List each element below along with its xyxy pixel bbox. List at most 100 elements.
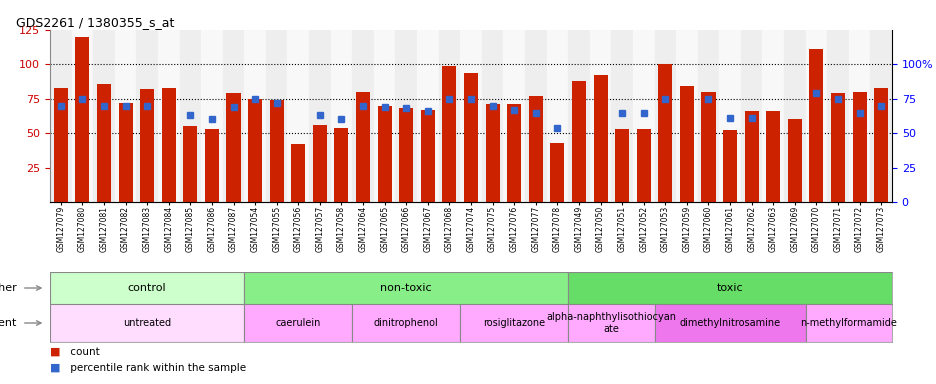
Bar: [589, 30, 610, 202]
Bar: [614, 129, 628, 202]
Bar: [140, 89, 154, 202]
Bar: [676, 30, 697, 202]
Bar: [352, 30, 373, 202]
Text: non-toxic: non-toxic: [380, 283, 431, 293]
Bar: [309, 30, 330, 202]
Bar: [503, 30, 524, 202]
Bar: [654, 30, 676, 202]
Text: toxic: toxic: [716, 283, 742, 293]
Bar: [636, 129, 650, 202]
Bar: [201, 30, 223, 202]
Bar: [158, 30, 180, 202]
Bar: [592, 75, 607, 202]
Bar: [610, 30, 632, 202]
Bar: [356, 92, 370, 202]
Bar: [697, 30, 719, 202]
Bar: [248, 99, 262, 202]
Bar: [266, 30, 287, 202]
Bar: [119, 103, 132, 202]
Bar: [528, 96, 542, 202]
Bar: [53, 88, 67, 202]
Bar: [334, 128, 348, 202]
Text: untreated: untreated: [123, 318, 171, 328]
Bar: [830, 93, 844, 202]
Bar: [270, 100, 284, 202]
Bar: [658, 65, 672, 202]
Bar: [420, 110, 434, 202]
Bar: [75, 37, 89, 202]
Bar: [506, 104, 520, 202]
Bar: [96, 84, 110, 202]
Bar: [852, 92, 866, 202]
Bar: [352, 304, 460, 342]
Bar: [463, 73, 477, 202]
Bar: [244, 30, 266, 202]
Text: count: count: [66, 347, 99, 357]
Bar: [805, 30, 826, 202]
Bar: [809, 49, 823, 202]
Bar: [162, 88, 176, 202]
Bar: [399, 108, 413, 202]
Bar: [417, 30, 438, 202]
Bar: [313, 125, 327, 202]
Bar: [787, 119, 801, 202]
Bar: [114, 30, 137, 202]
Bar: [330, 30, 352, 202]
Text: percentile rank within the sample: percentile rank within the sample: [66, 362, 246, 372]
Bar: [438, 30, 460, 202]
Bar: [571, 81, 585, 202]
Bar: [291, 144, 305, 202]
Bar: [373, 30, 395, 202]
Bar: [183, 126, 197, 202]
Bar: [654, 304, 805, 342]
Bar: [848, 30, 870, 202]
Bar: [287, 30, 309, 202]
Text: alpha-naphthylisothiocyan
ate: alpha-naphthylisothiocyan ate: [546, 312, 676, 334]
Bar: [481, 30, 503, 202]
Bar: [485, 104, 499, 202]
Text: ■: ■: [50, 362, 61, 372]
Bar: [524, 30, 546, 202]
Bar: [223, 30, 244, 202]
Text: agent: agent: [0, 318, 17, 328]
Bar: [50, 272, 244, 304]
Bar: [762, 30, 783, 202]
Bar: [205, 129, 219, 202]
Bar: [50, 304, 244, 342]
Text: control: control: [127, 283, 167, 293]
Text: n-methylformamide: n-methylformamide: [799, 318, 897, 328]
Text: ■: ■: [50, 347, 61, 357]
Bar: [244, 272, 567, 304]
Bar: [870, 30, 891, 202]
Bar: [873, 88, 887, 202]
Bar: [460, 304, 567, 342]
Bar: [137, 30, 158, 202]
Bar: [227, 93, 241, 202]
Bar: [567, 304, 654, 342]
Text: dinitrophenol: dinitrophenol: [373, 318, 438, 328]
Text: GDS2261 / 1380355_s_at: GDS2261 / 1380355_s_at: [16, 16, 174, 29]
Text: dimethylnitrosamine: dimethylnitrosamine: [679, 318, 780, 328]
Bar: [549, 143, 563, 202]
Bar: [93, 30, 114, 202]
Bar: [567, 30, 589, 202]
Bar: [395, 30, 417, 202]
Bar: [546, 30, 567, 202]
Bar: [740, 30, 762, 202]
Text: caerulein: caerulein: [275, 318, 321, 328]
Bar: [244, 304, 352, 342]
Bar: [701, 92, 715, 202]
Text: rosiglitazone: rosiglitazone: [483, 318, 545, 328]
Bar: [766, 111, 780, 202]
Bar: [632, 30, 654, 202]
Bar: [567, 272, 891, 304]
Bar: [783, 30, 805, 202]
Text: other: other: [0, 283, 17, 293]
Bar: [826, 30, 848, 202]
Bar: [744, 111, 758, 202]
Bar: [460, 30, 481, 202]
Bar: [377, 106, 391, 202]
Bar: [442, 66, 456, 202]
Bar: [719, 30, 740, 202]
Bar: [180, 30, 201, 202]
